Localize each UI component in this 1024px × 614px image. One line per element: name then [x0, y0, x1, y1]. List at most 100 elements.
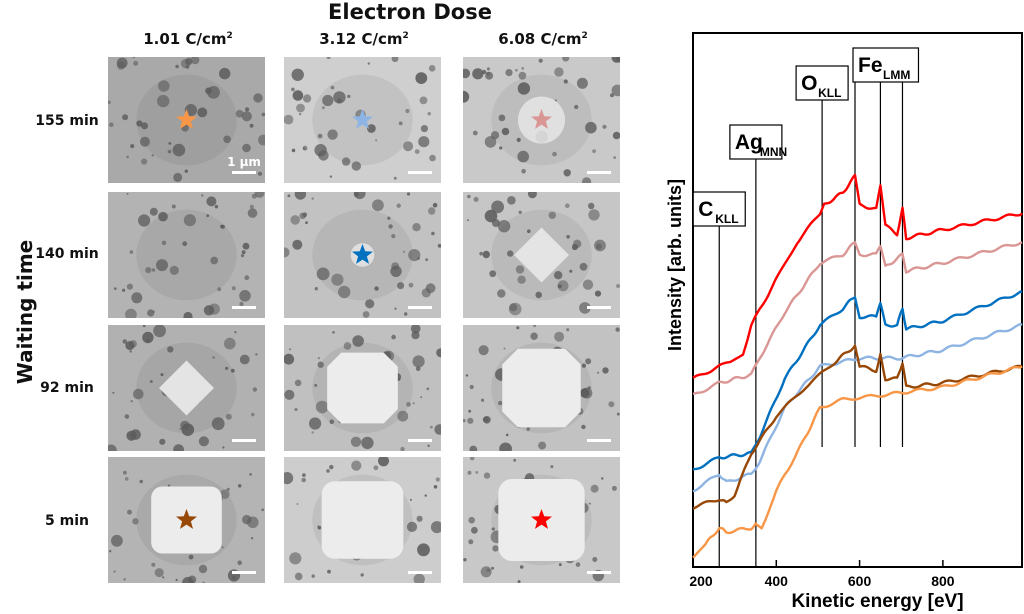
unit-exponent: 2	[402, 31, 409, 41]
spectrum-line	[692, 322, 1023, 493]
particle	[550, 465, 554, 469]
particle	[136, 120, 143, 127]
particle	[296, 503, 299, 505]
particle	[225, 413, 232, 420]
particle	[130, 144, 135, 149]
particle	[311, 574, 315, 578]
particle	[527, 192, 537, 199]
star-marker-icon	[176, 109, 197, 129]
particle	[611, 57, 620, 63]
particle	[169, 265, 179, 275]
row-label-5-min: 5 min	[45, 513, 89, 529]
particle	[181, 423, 195, 436]
particle	[173, 172, 183, 182]
particle	[538, 58, 543, 63]
particle	[420, 396, 423, 399]
particle	[491, 566, 495, 570]
particle	[466, 219, 469, 222]
peak-label-subscript: MNN	[760, 145, 787, 159]
particle	[183, 311, 193, 318]
irradiated-spot	[321, 481, 404, 559]
particle	[108, 100, 111, 104]
particle	[538, 441, 547, 450]
scale-bar	[232, 306, 256, 309]
particle	[139, 136, 150, 147]
particle	[353, 192, 366, 200]
particle	[287, 194, 291, 198]
particle	[329, 464, 334, 470]
particle	[302, 473, 306, 477]
particle	[428, 207, 436, 215]
particle	[410, 498, 412, 501]
particle	[579, 302, 591, 314]
peak-label-box	[729, 124, 783, 160]
particle	[484, 136, 497, 148]
particle	[361, 436, 374, 450]
particle	[245, 107, 250, 112]
particle	[492, 545, 499, 552]
scale-bar-label: 1 µm	[227, 155, 261, 169]
particle	[411, 331, 420, 340]
particle	[597, 371, 600, 374]
peak-label-box	[852, 47, 920, 83]
peak-label-c: C	[698, 198, 713, 221]
scale-bar	[587, 306, 611, 309]
particle	[391, 57, 399, 63]
sem-panel	[463, 192, 620, 318]
particle	[235, 109, 244, 118]
particle	[565, 203, 570, 208]
particle	[554, 67, 564, 77]
particle	[210, 256, 219, 265]
particle	[592, 557, 598, 562]
particle	[374, 286, 379, 291]
particle	[294, 379, 302, 387]
particle	[242, 242, 250, 250]
particle	[153, 325, 166, 338]
particle	[391, 334, 396, 340]
particle	[161, 240, 167, 246]
row-label-140-min: 140 min	[35, 246, 99, 262]
particle	[507, 196, 516, 205]
particle	[517, 150, 529, 163]
particle	[576, 77, 588, 89]
particle	[417, 257, 420, 260]
particle	[548, 211, 556, 219]
particle	[581, 363, 587, 368]
particle	[530, 332, 538, 340]
scale-bar	[408, 306, 432, 309]
particle	[184, 169, 188, 173]
particle	[408, 282, 414, 288]
particle	[425, 283, 436, 294]
spectrum-line	[692, 290, 1023, 471]
particle	[498, 400, 503, 406]
particle	[154, 568, 164, 578]
particle	[303, 94, 312, 103]
particle	[126, 192, 129, 195]
sem-panel	[463, 325, 620, 451]
particle	[463, 558, 467, 562]
particle	[125, 308, 137, 318]
particle	[173, 444, 184, 451]
particle	[430, 521, 441, 534]
irradiated-spot	[327, 352, 398, 424]
particle	[284, 353, 295, 365]
particle	[241, 111, 252, 122]
particle	[234, 331, 237, 334]
particle	[497, 289, 506, 298]
particle	[351, 460, 362, 471]
particle	[351, 161, 361, 171]
particle	[397, 410, 409, 422]
particle	[611, 84, 620, 97]
particle	[141, 158, 148, 165]
particle	[202, 581, 205, 583]
particle	[317, 525, 322, 530]
particle	[230, 368, 235, 373]
particle	[498, 114, 506, 122]
particle	[582, 177, 592, 183]
particle	[292, 90, 304, 101]
particle	[333, 91, 346, 104]
particle	[198, 564, 208, 574]
x-tick-label: 800	[931, 573, 955, 589]
particle	[322, 94, 334, 107]
particle	[305, 221, 308, 224]
